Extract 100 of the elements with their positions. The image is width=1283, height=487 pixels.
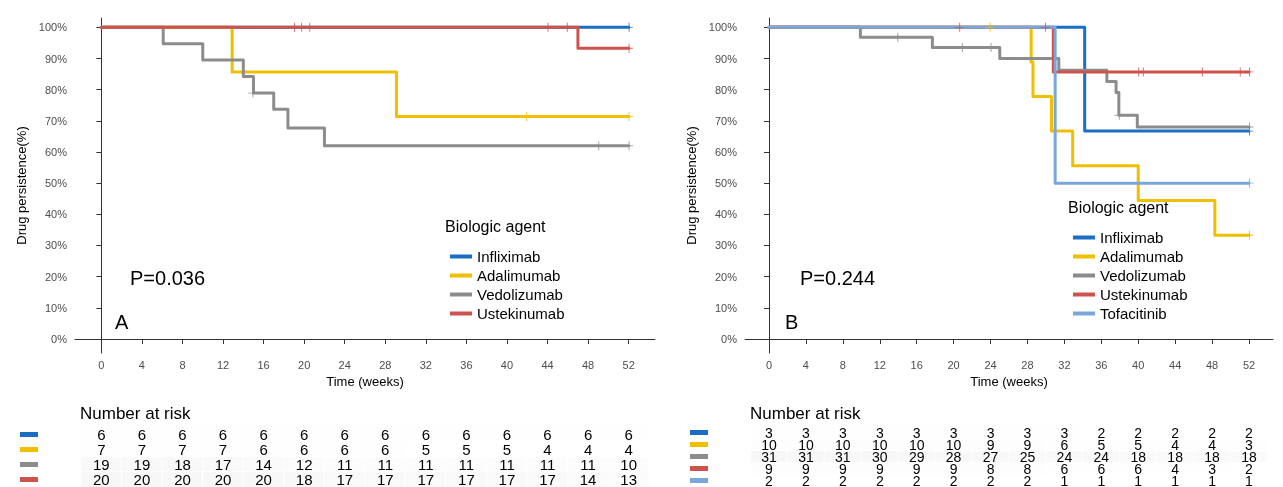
x-tick-label: 28 — [1021, 358, 1034, 371]
x-tick-label: 36 — [460, 358, 473, 371]
y-tick-label: 100% — [708, 21, 738, 34]
point — [954, 22, 964, 32]
legend-label: Infliximab — [1100, 229, 1164, 246]
x-axis-title: Time (weeks) — [970, 374, 1048, 389]
data-label: 11 — [377, 456, 394, 473]
data-label: 17 — [417, 471, 435, 487]
data-label: 13 — [620, 471, 637, 487]
x-tick-label: 52 — [1242, 358, 1256, 371]
data-label: 20 — [255, 471, 272, 487]
data-label: 11 — [336, 456, 353, 473]
legend-label: Vedolizumab — [1100, 267, 1186, 284]
legend-label: Adalimumab — [1100, 248, 1184, 265]
data-label: 14 — [579, 471, 597, 487]
x-tick-label: 20 — [298, 358, 311, 371]
data-label: 5 — [502, 441, 512, 458]
y-tick-label: 70% — [714, 114, 738, 127]
y-axis-title: Drug persistence(%) — [13, 126, 29, 245]
data-label: 20 — [133, 471, 151, 487]
legend-label: Adalimumab — [477, 267, 561, 284]
x-axis-title: Time (weeks) — [326, 374, 404, 389]
legend-label: Ustekinumab — [1100, 286, 1188, 303]
x-tick-label: 8 — [179, 358, 186, 371]
chart-title: Number at risk — [750, 404, 862, 423]
data-label: 6 — [502, 426, 512, 443]
data-label: 10 — [620, 456, 637, 473]
data-label: 18 — [295, 471, 313, 487]
y-tick-label: 90% — [714, 52, 738, 65]
data-label: 11 — [580, 456, 596, 473]
y-tick-label: 10% — [714, 301, 738, 314]
x-tick-label: 48 — [1205, 358, 1219, 371]
y-tick-label: 50% — [714, 177, 738, 190]
data-label: 17 — [539, 471, 556, 487]
y-tick-label: 60% — [44, 146, 68, 158]
data-label: 6 — [340, 426, 349, 443]
y-tick-label: 70% — [44, 114, 68, 127]
data-label: 7 — [178, 441, 187, 458]
y-tick-label: 0% — [51, 332, 68, 345]
data-label: 18 — [174, 456, 191, 473]
x-tick-label: 8 — [839, 358, 846, 371]
data-label: 6 — [583, 426, 593, 443]
y-tick-label: 60% — [714, 146, 738, 158]
data-label: 14 — [255, 456, 272, 473]
data-label: 12 — [295, 456, 313, 473]
x-tick-label: 24 — [338, 358, 351, 371]
x-tick-label: 44 — [1169, 358, 1182, 371]
x-tick-label: 52 — [622, 358, 635, 371]
y-tick-label: 30% — [44, 239, 68, 252]
legend-label: Vedolizumab — [477, 286, 563, 303]
x-tick-label: 0 — [98, 358, 105, 371]
data-label: 6 — [543, 426, 552, 443]
data-label: 6 — [381, 426, 390, 443]
data-label: 4 — [543, 441, 552, 458]
annotation: P=0.244 — [800, 267, 876, 289]
y-tick-label: 20% — [714, 270, 738, 283]
data-label: 17 — [458, 471, 475, 487]
x-tick-label: 28 — [379, 358, 392, 371]
y-tick-label: 10% — [44, 301, 68, 314]
annotation: P=0.036 — [130, 267, 206, 289]
data-label: 17 — [376, 471, 394, 487]
x-tick-label: 40 — [500, 358, 514, 371]
data-label: 6 — [178, 426, 187, 443]
data-label: 6 — [218, 426, 228, 443]
data-label: 6 — [421, 426, 431, 443]
data-label: 7 — [97, 441, 106, 458]
data-label: 5 — [421, 441, 431, 458]
x-tick-label: 24 — [984, 358, 997, 371]
data-label: 17 — [214, 456, 232, 473]
y-tick-label: 0% — [721, 332, 738, 345]
x-tick-label: 20 — [947, 358, 960, 371]
data-label: 6 — [462, 426, 471, 443]
x-tick-label: 4 — [138, 358, 145, 371]
data-label: 7 — [218, 441, 228, 458]
x-tick-label: 32 — [419, 358, 432, 371]
legend-title: Biologic agent — [1068, 198, 1170, 216]
data-label: 6 — [259, 441, 268, 458]
data-label: 6 — [299, 426, 309, 443]
data-label: 11 — [539, 456, 556, 473]
x-tick-label: 4 — [802, 358, 809, 371]
data-label: 4 — [624, 441, 633, 458]
legend-label: Ustekinumab — [477, 305, 565, 322]
data-label: 19 — [93, 456, 110, 473]
data-label: 20 — [214, 471, 232, 487]
x-tick-label: 32 — [1058, 358, 1071, 371]
y-tick-label: 40% — [44, 208, 68, 221]
annotation: A — [115, 311, 129, 333]
y-tick-label: 90% — [44, 52, 68, 65]
data-label: 7 — [137, 441, 147, 458]
y-tick-label: 50% — [44, 177, 68, 190]
chart-title: Number at risk — [80, 404, 192, 423]
x-tick-label: 48 — [581, 358, 595, 371]
y-axis-title: Drug persistence(%) — [683, 126, 699, 245]
data-label: 20 — [93, 471, 110, 487]
x-tick-label: 40 — [1132, 358, 1145, 371]
data-label: 11 — [499, 456, 515, 473]
data-label: 6 — [299, 441, 309, 458]
data-label: 19 — [133, 456, 151, 473]
y-tick-label: 100% — [38, 21, 68, 34]
data-label: 6 — [381, 441, 390, 458]
